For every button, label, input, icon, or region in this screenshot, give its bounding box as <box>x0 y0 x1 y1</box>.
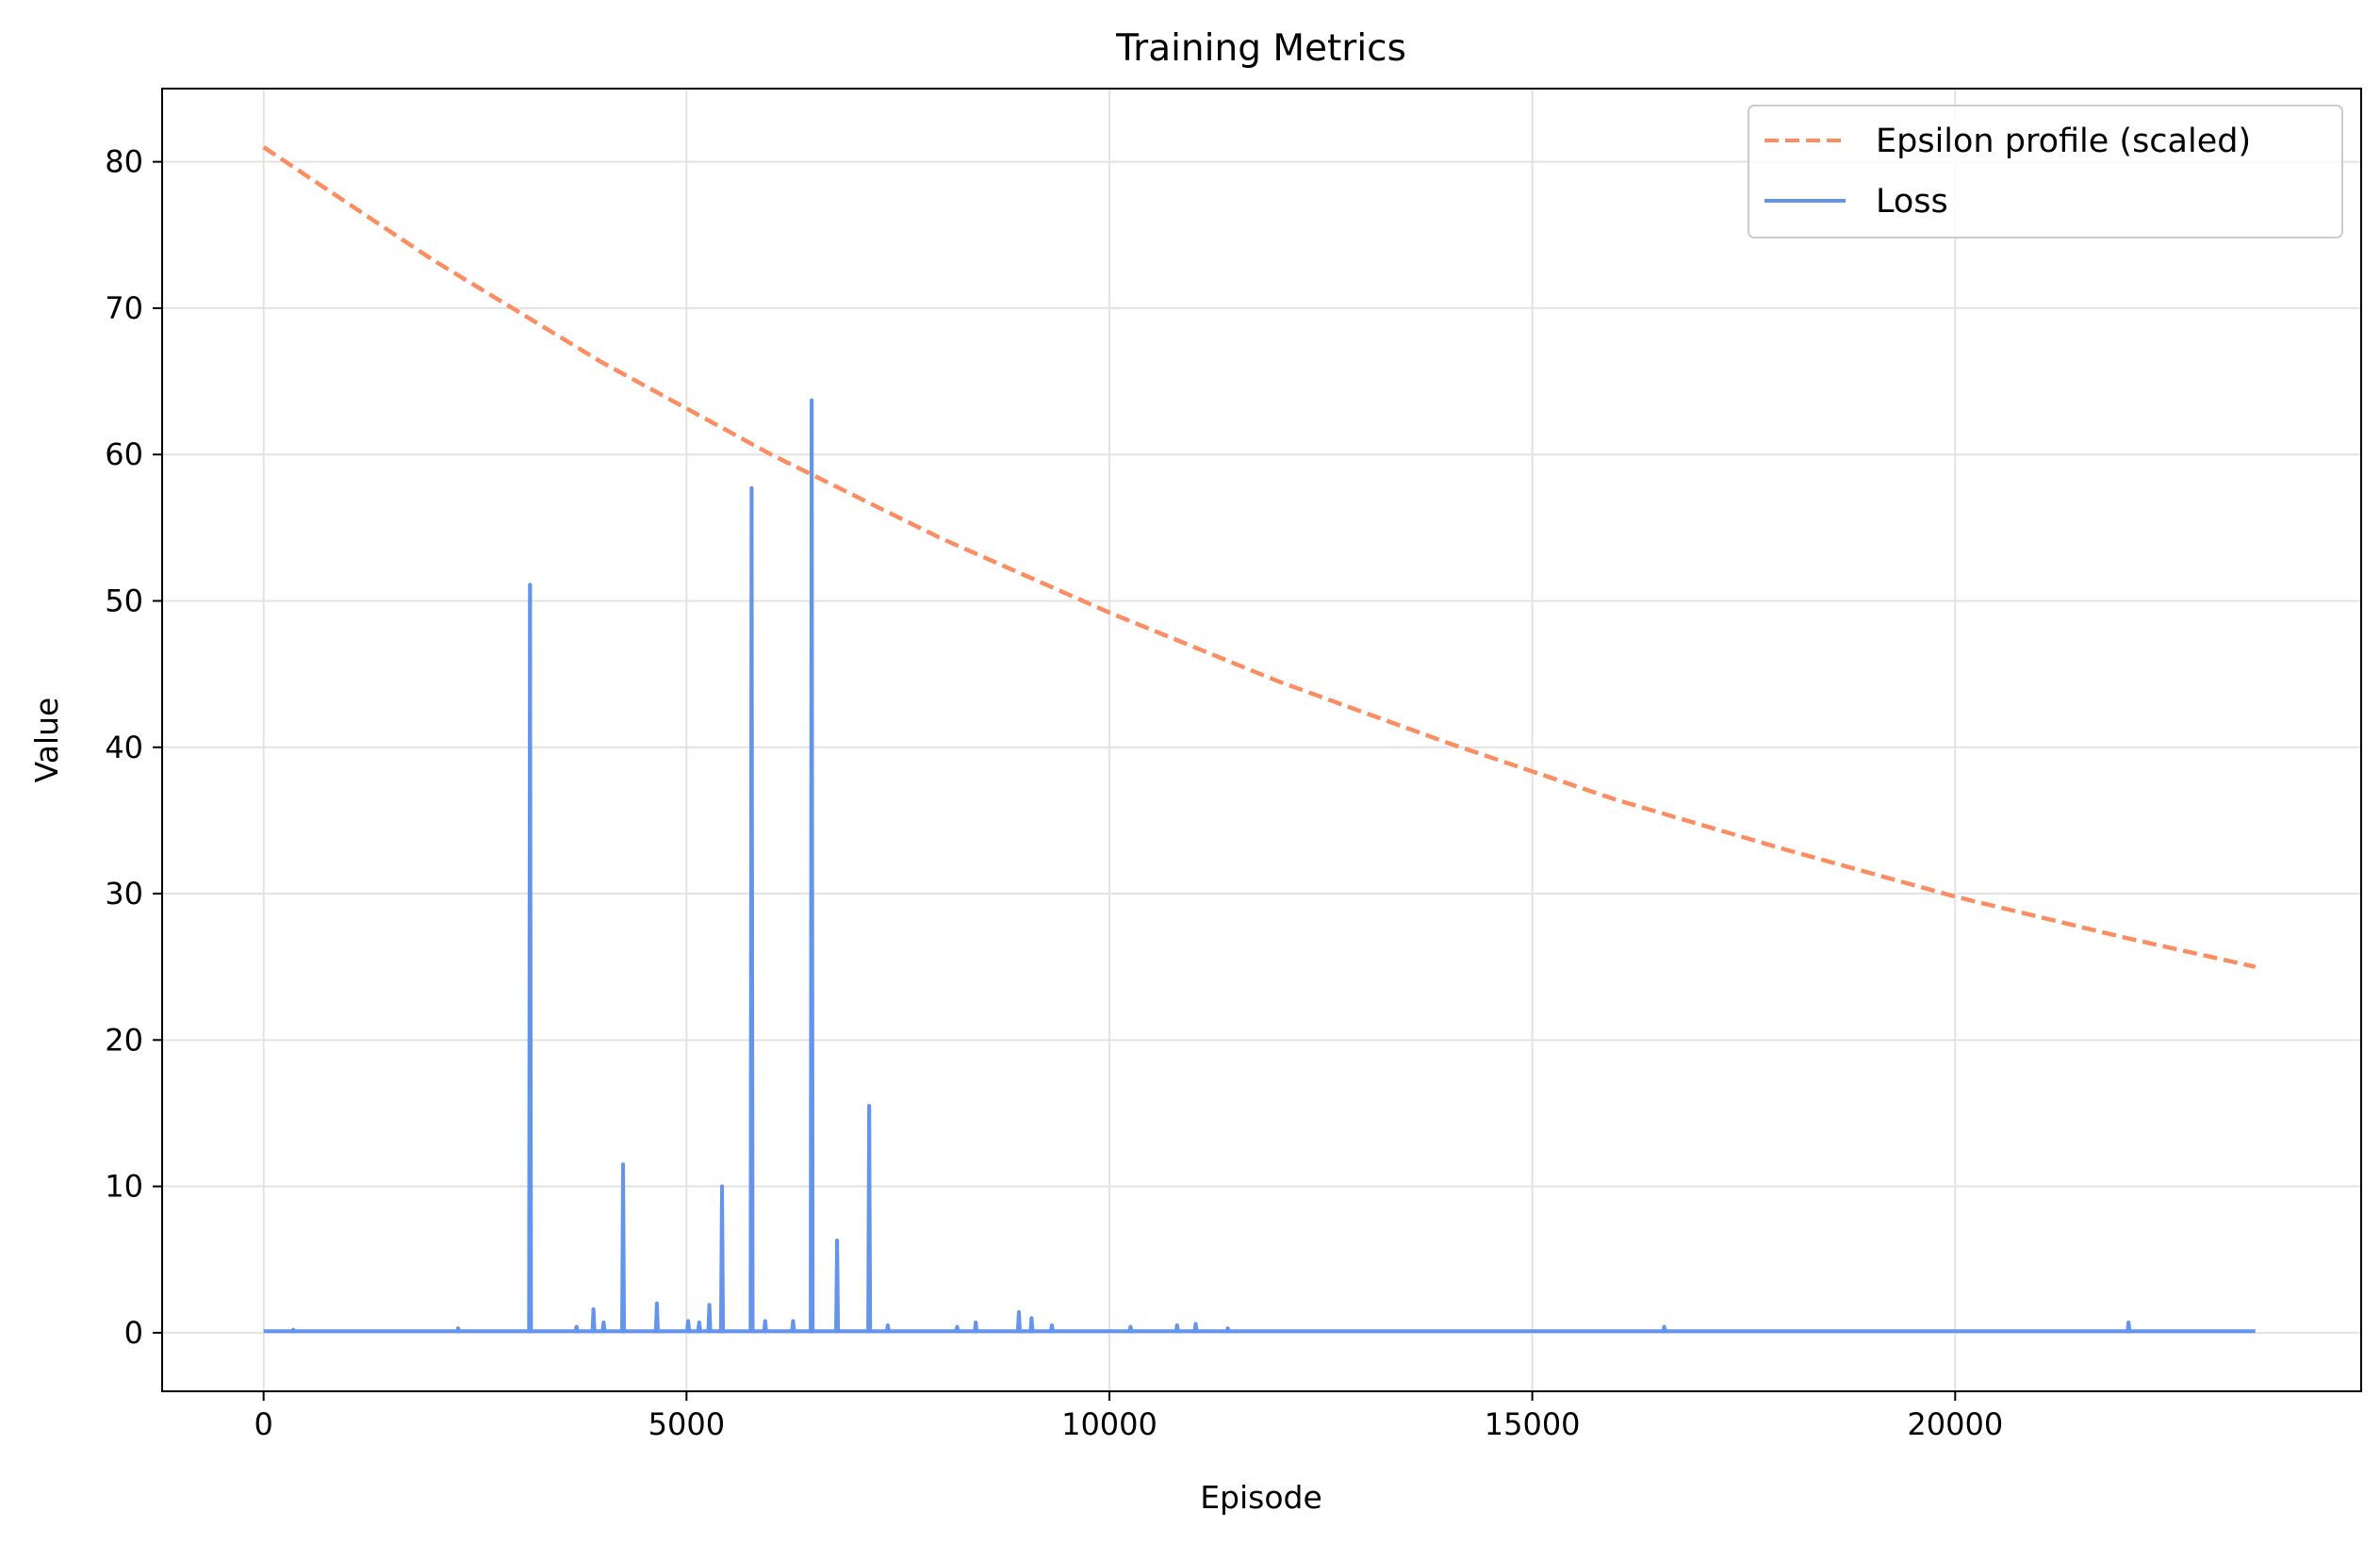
y-axis-label: Value <box>28 698 65 783</box>
plot-frame <box>161 88 2362 1392</box>
x-tick-label: 15000 <box>1485 1406 1581 1442</box>
series-layer <box>262 145 2257 1334</box>
y-tick-label: 50 <box>105 583 143 618</box>
y-tick-label: 60 <box>105 436 143 472</box>
legend-label-loss: Loss <box>1876 183 1948 221</box>
loss-line <box>263 398 2256 1334</box>
y-tick-label: 0 <box>124 1315 143 1351</box>
x-tick-label: 0 <box>254 1406 272 1442</box>
y-tick-label: 10 <box>105 1169 143 1205</box>
x-axis-label: Episode <box>1200 1479 1322 1516</box>
legend-label-epsilon: Epsilon profile (scaled) <box>1876 123 2251 160</box>
y-tick-label: 40 <box>105 730 143 765</box>
y-tick-label: 80 <box>105 144 143 180</box>
ticks-layer: 0 5000 10000 15000 20000 0 10 20 30 40 50 60 70 80 <box>105 144 2003 1442</box>
y-tick-label: 30 <box>105 876 143 912</box>
y-tick-label: 20 <box>105 1022 143 1058</box>
x-tick-label: 20000 <box>1907 1406 2003 1442</box>
x-tick-label: 10000 <box>1061 1406 1157 1442</box>
epsilon-line <box>262 145 2257 969</box>
legend-box <box>1748 105 2343 238</box>
chart-title: Training Metrics <box>1115 27 1406 70</box>
x-tick-label: 5000 <box>648 1406 725 1442</box>
y-tick-label: 70 <box>105 290 143 326</box>
legend: Epsilon profile (scaled) Loss <box>1748 105 2343 238</box>
